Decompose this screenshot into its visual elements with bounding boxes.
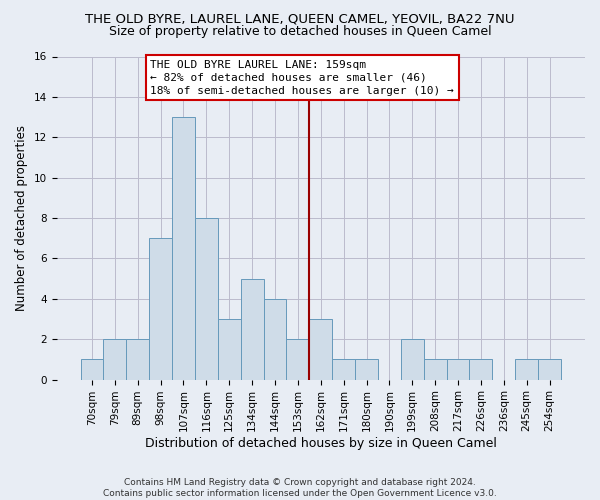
- Bar: [401, 339, 424, 380]
- Text: THE OLD BYRE, LAUREL LANE, QUEEN CAMEL, YEOVIL, BA22 7NU: THE OLD BYRE, LAUREL LANE, QUEEN CAMEL, …: [85, 12, 515, 26]
- Bar: [332, 360, 355, 380]
- Bar: [538, 360, 561, 380]
- Y-axis label: Number of detached properties: Number of detached properties: [15, 125, 28, 311]
- Bar: [149, 238, 172, 380]
- Bar: [103, 339, 127, 380]
- Bar: [218, 319, 241, 380]
- Bar: [80, 360, 103, 380]
- Bar: [241, 278, 263, 380]
- Bar: [127, 339, 149, 380]
- Bar: [515, 360, 538, 380]
- Bar: [263, 299, 286, 380]
- Bar: [286, 339, 310, 380]
- Text: THE OLD BYRE LAUREL LANE: 159sqm
← 82% of detached houses are smaller (46)
18% o: THE OLD BYRE LAUREL LANE: 159sqm ← 82% o…: [151, 60, 454, 96]
- Bar: [424, 360, 446, 380]
- X-axis label: Distribution of detached houses by size in Queen Camel: Distribution of detached houses by size …: [145, 437, 497, 450]
- Text: Size of property relative to detached houses in Queen Camel: Size of property relative to detached ho…: [109, 25, 491, 38]
- Bar: [172, 117, 195, 380]
- Text: Contains HM Land Registry data © Crown copyright and database right 2024.
Contai: Contains HM Land Registry data © Crown c…: [103, 478, 497, 498]
- Bar: [469, 360, 493, 380]
- Bar: [195, 218, 218, 380]
- Bar: [310, 319, 332, 380]
- Bar: [355, 360, 378, 380]
- Bar: [446, 360, 469, 380]
